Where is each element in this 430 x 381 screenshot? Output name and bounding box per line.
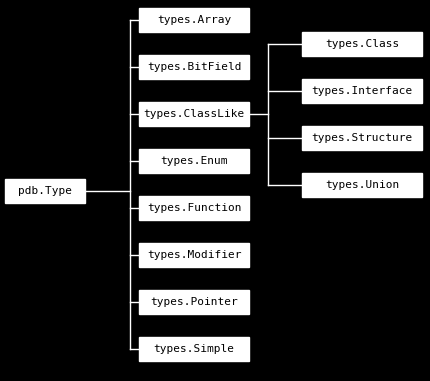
FancyBboxPatch shape [301, 173, 421, 197]
FancyBboxPatch shape [139, 196, 249, 220]
Text: pdb.Type: pdb.Type [18, 186, 72, 196]
Text: types.Interface: types.Interface [310, 86, 412, 96]
Text: types.Simple: types.Simple [153, 344, 234, 354]
FancyBboxPatch shape [139, 8, 249, 32]
FancyBboxPatch shape [139, 243, 249, 267]
Text: types.Enum: types.Enum [160, 156, 227, 166]
FancyBboxPatch shape [301, 32, 421, 56]
FancyBboxPatch shape [139, 102, 249, 126]
FancyBboxPatch shape [139, 55, 249, 79]
Text: types.ClassLike: types.ClassLike [143, 109, 244, 119]
FancyBboxPatch shape [139, 290, 249, 314]
FancyBboxPatch shape [139, 337, 249, 361]
Text: types.Structure: types.Structure [310, 133, 412, 143]
FancyBboxPatch shape [301, 126, 421, 150]
Text: types.Pointer: types.Pointer [150, 297, 237, 307]
FancyBboxPatch shape [139, 149, 249, 173]
Text: types.Modifier: types.Modifier [146, 250, 241, 260]
Text: types.Union: types.Union [324, 180, 398, 190]
Text: types.BitField: types.BitField [146, 62, 241, 72]
FancyBboxPatch shape [301, 79, 421, 103]
FancyBboxPatch shape [5, 179, 85, 203]
Text: types.Class: types.Class [324, 39, 398, 49]
Text: types.Function: types.Function [146, 203, 241, 213]
Text: types.Array: types.Array [157, 15, 230, 25]
